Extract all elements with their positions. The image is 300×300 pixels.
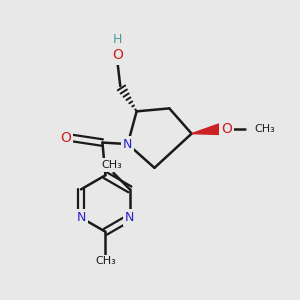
Text: O: O	[221, 122, 232, 136]
Text: CH₃: CH₃	[254, 124, 275, 134]
Text: N: N	[125, 211, 135, 224]
Text: N: N	[123, 138, 132, 151]
Text: CH₃: CH₃	[102, 160, 122, 170]
Text: O: O	[112, 49, 123, 62]
Text: N: N	[76, 211, 86, 224]
Text: O: O	[60, 131, 71, 145]
Text: H: H	[112, 33, 122, 46]
Text: CH₃: CH₃	[95, 256, 116, 266]
Polygon shape	[192, 124, 221, 134]
